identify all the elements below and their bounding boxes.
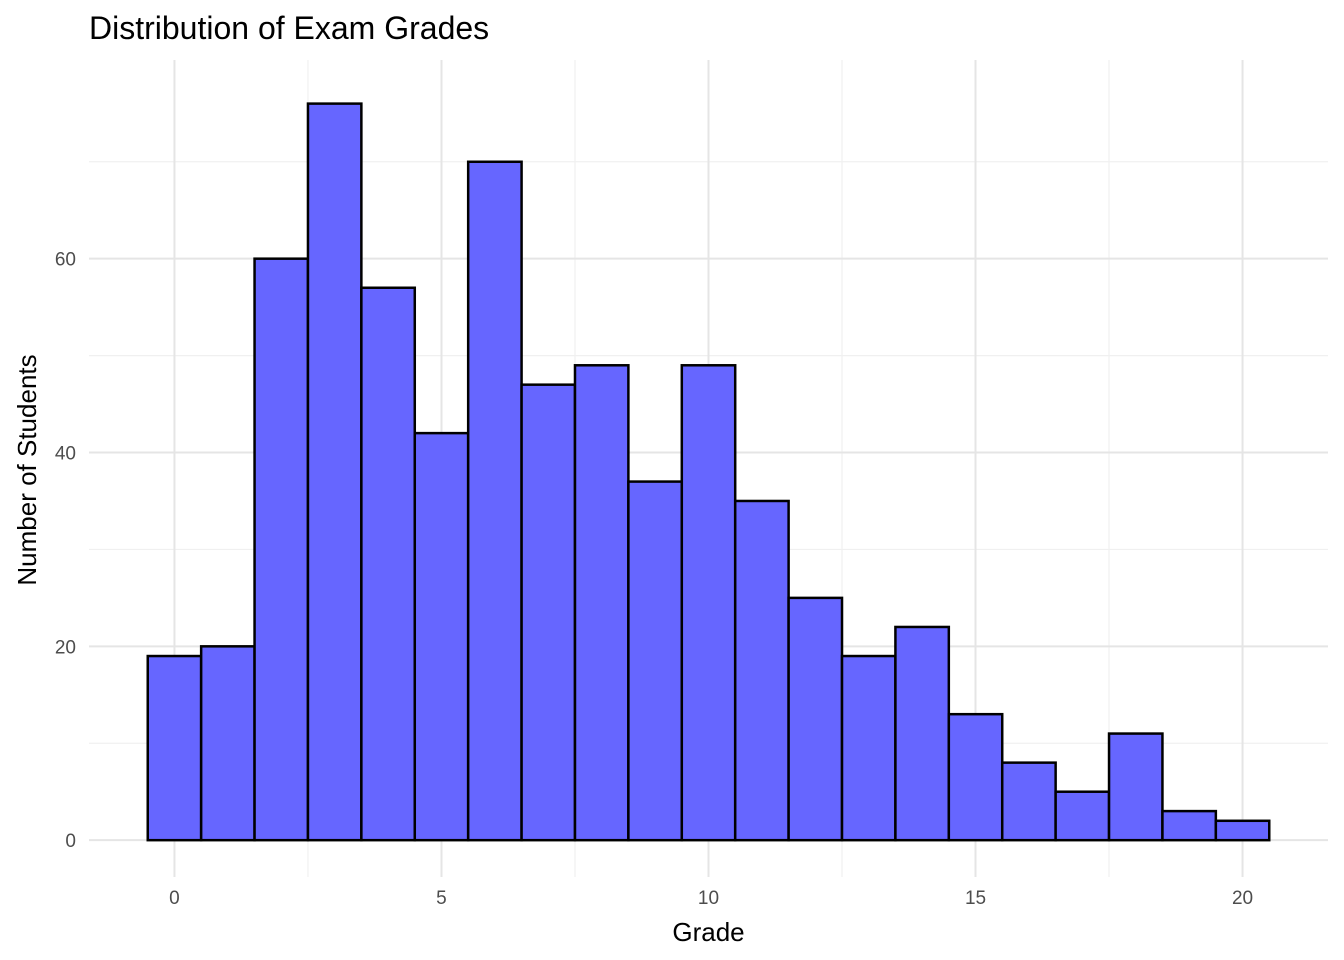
- y-tick-label: 40: [55, 444, 76, 465]
- x-tick-label: 15: [965, 888, 986, 909]
- bars: [146, 102, 1271, 842]
- histogram-bar: [306, 102, 363, 842]
- y-axis-title: Number of Students: [12, 354, 42, 585]
- chart-title: Distribution of Exam Grades: [89, 10, 489, 46]
- histogram-bar: [573, 364, 630, 842]
- histogram-bar: [1107, 732, 1164, 842]
- histogram-bar: [947, 712, 1004, 842]
- histogram-bar: [1000, 761, 1057, 842]
- histogram-bar: [1161, 809, 1218, 842]
- y-tick-label: 60: [55, 250, 76, 271]
- histogram-bar: [840, 654, 897, 842]
- histogram-bar: [253, 257, 310, 842]
- x-tick-label: 0: [169, 888, 180, 909]
- histogram-bar: [680, 364, 737, 842]
- histogram-bar: [360, 286, 417, 842]
- histogram-bar: [1214, 819, 1271, 842]
- histogram-bar: [627, 480, 684, 842]
- histogram-bar: [787, 596, 844, 842]
- histogram-bar: [1054, 790, 1111, 842]
- histogram-bar: [520, 383, 577, 842]
- x-tick-label: 20: [1232, 888, 1253, 909]
- histogram-bar: [733, 499, 790, 842]
- histogram-bar: [466, 160, 523, 842]
- x-tick-label: 5: [436, 888, 447, 909]
- histogram-bar: [199, 645, 256, 842]
- y-tick-label: 20: [55, 637, 76, 658]
- histogram-bar: [146, 654, 203, 842]
- y-tick-label: 0: [65, 831, 76, 852]
- y-axis-ticks: 0 20 40 60: [55, 250, 76, 852]
- x-axis-title: Grade: [672, 917, 744, 947]
- histogram-bar: [413, 431, 470, 842]
- x-tick-label: 10: [698, 888, 719, 909]
- x-axis-ticks: 0 5 10 15 20: [169, 888, 1253, 909]
- histogram-bar: [894, 625, 951, 842]
